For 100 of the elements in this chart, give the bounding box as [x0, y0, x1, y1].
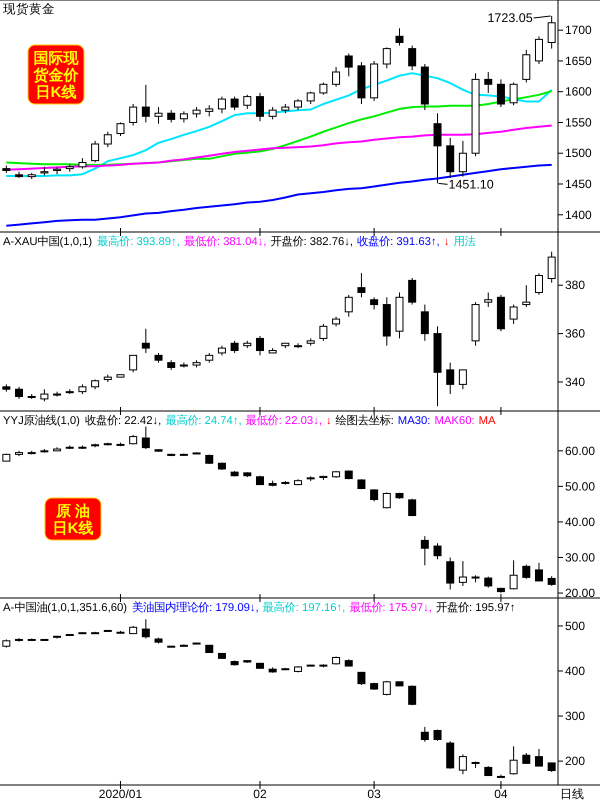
candlestick	[522, 284, 530, 308]
candlestick	[510, 304, 518, 324]
annotation: MAK60:	[434, 415, 475, 427]
candlestick	[548, 251, 556, 284]
candlestick	[484, 576, 492, 588]
annotation: ↓	[326, 415, 332, 427]
candlestick	[522, 564, 530, 580]
candlestick	[319, 323, 328, 342]
x-tick-label: 03	[367, 787, 382, 800]
candlestick	[15, 386, 24, 400]
y-tick-label: 500	[565, 618, 586, 633]
line-series	[5, 164, 553, 227]
annotation: 最低价: 381.04↓,	[184, 236, 266, 248]
candlestick	[256, 475, 264, 486]
annotation: 最低价: 22.03↓,	[246, 415, 322, 427]
candlestick	[395, 28, 404, 46]
y-tick-label: 1600	[565, 84, 592, 99]
annotation: 最高价: 197.16↑,	[262, 601, 346, 614]
candlestick	[205, 104, 214, 117]
y-tick-label: 60.00	[565, 444, 596, 458]
candlestick	[496, 78, 505, 108]
badge: 国际现货金价日K线	[28, 44, 84, 104]
candlestick	[446, 556, 454, 590]
candlestick	[256, 336, 264, 356]
candlestick	[243, 94, 252, 110]
chart-title: 现货黄金	[3, 2, 55, 16]
candlestick	[104, 131, 112, 148]
annotation: 开盘价: 195.97↑	[436, 602, 516, 614]
candlestick	[281, 104, 290, 114]
candlestick	[548, 15, 556, 50]
annotation: 美油国内理论价: 179.09↓,	[132, 601, 259, 614]
candlestick	[408, 684, 416, 706]
candlestick	[420, 536, 429, 566]
candlestick	[40, 388, 48, 402]
candlestick	[332, 66, 340, 88]
candlestick	[522, 752, 530, 764]
candlestick	[129, 354, 138, 373]
y-tick-label: 50.00	[565, 479, 596, 494]
candlestick	[129, 434, 138, 445]
y-tick-label: 1450	[565, 177, 592, 191]
annotation: MA	[478, 415, 496, 427]
candlestick	[78, 384, 86, 395]
annotation: 最高价: 393.89↑,	[97, 235, 180, 248]
annotation: 收盘价: 22.42↓,	[84, 415, 162, 427]
candlestick	[458, 560, 467, 586]
candlestick	[205, 454, 214, 464]
candlestick	[154, 106, 163, 124]
annotation: 国际现货金价日K线	[32, 50, 80, 101]
candlestick	[78, 158, 86, 170]
candlestick	[256, 92, 264, 122]
y-tick-label: 20.00	[565, 586, 596, 600]
candlestick	[534, 36, 543, 64]
candlestick	[446, 362, 454, 395]
badge: 原 油日K线	[44, 498, 102, 540]
candlestick	[382, 680, 391, 696]
y-tick-label: 1500	[565, 146, 592, 160]
candlestick	[91, 379, 100, 390]
candlestick	[420, 726, 429, 742]
candlestick	[142, 84, 150, 123]
candlestick	[370, 488, 378, 502]
annotation: 1451.10	[448, 177, 494, 192]
candlestick	[382, 46, 391, 69]
annotation: 绘图去坐标:	[336, 414, 394, 427]
y-tick-label: 340	[565, 374, 586, 389]
candlestick	[306, 91, 315, 104]
x-tick-label: 02	[253, 787, 267, 800]
candlestick	[357, 671, 366, 686]
x-tick-label: 04	[494, 787, 508, 800]
candlestick	[129, 104, 138, 126]
candlestick	[534, 562, 543, 582]
y-tick-label: 1400	[565, 208, 592, 222]
chart-title: A-XAU中国(1,0,1)	[3, 235, 92, 248]
candlestick	[382, 492, 391, 509]
y-tick-label: 1700	[565, 23, 592, 38]
candlestick	[116, 122, 124, 136]
candlestick	[484, 292, 492, 308]
candlestick	[434, 542, 442, 560]
candlestick	[91, 140, 100, 163]
candlestick	[484, 766, 492, 776]
candlestick	[344, 53, 353, 77]
candlestick	[434, 112, 442, 184]
candlestick	[167, 110, 176, 123]
annotation: MA30:	[398, 415, 430, 427]
annotation: 1723.05	[487, 10, 533, 25]
candlestick	[218, 96, 226, 114]
candlestick	[408, 498, 416, 517]
candlestick	[458, 140, 467, 178]
candlestick	[332, 316, 340, 327]
candlestick	[268, 106, 277, 120]
candlestick	[534, 748, 543, 768]
candlestick	[458, 754, 467, 775]
candlestick	[458, 369, 467, 390]
annotation: 最高价: 24.74↑,	[165, 414, 242, 427]
annotation: 用法	[453, 235, 476, 248]
y-tick-label: 1650	[565, 54, 592, 68]
candlestick	[230, 340, 239, 354]
candlestick	[142, 618, 150, 640]
candlestick	[142, 426, 150, 450]
candlestick	[142, 328, 150, 354]
candlestick	[434, 729, 442, 742]
